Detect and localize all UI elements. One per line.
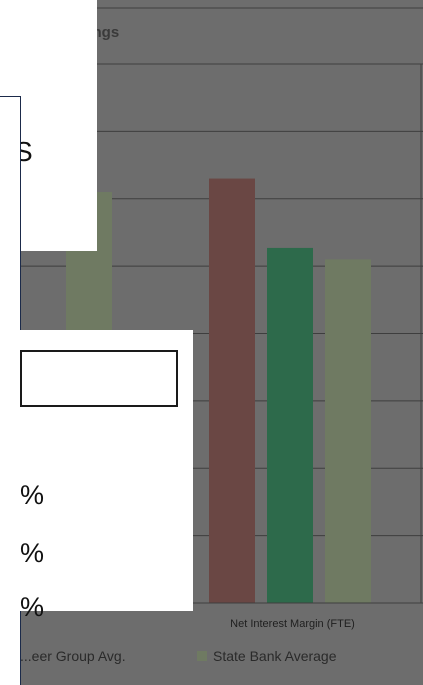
bar-series-3 <box>325 259 371 603</box>
overlay-window-left <box>0 96 21 685</box>
overlay-window-bottom: % % % <box>20 330 193 622</box>
overlay-input-field[interactable] <box>20 350 178 407</box>
percent-row-2: % <box>20 538 45 568</box>
percent-row-1: % <box>20 480 45 510</box>
bar-series-2 <box>267 247 313 603</box>
legend-label-peer-group: ...eer Group Avg. <box>20 648 126 664</box>
legend-item-peer-group: ...eer Group Avg. <box>20 648 126 664</box>
bar-series-1 <box>209 178 255 603</box>
percent-row-3: % <box>20 592 45 622</box>
legend-item-state-bank: State Bank Average <box>197 648 337 664</box>
x-tick-label: Net Interest Margin (FTE) <box>230 618 355 630</box>
legend-swatch-state-bank <box>197 651 207 662</box>
legend-label-state-bank: State Bank Average <box>213 648 337 664</box>
